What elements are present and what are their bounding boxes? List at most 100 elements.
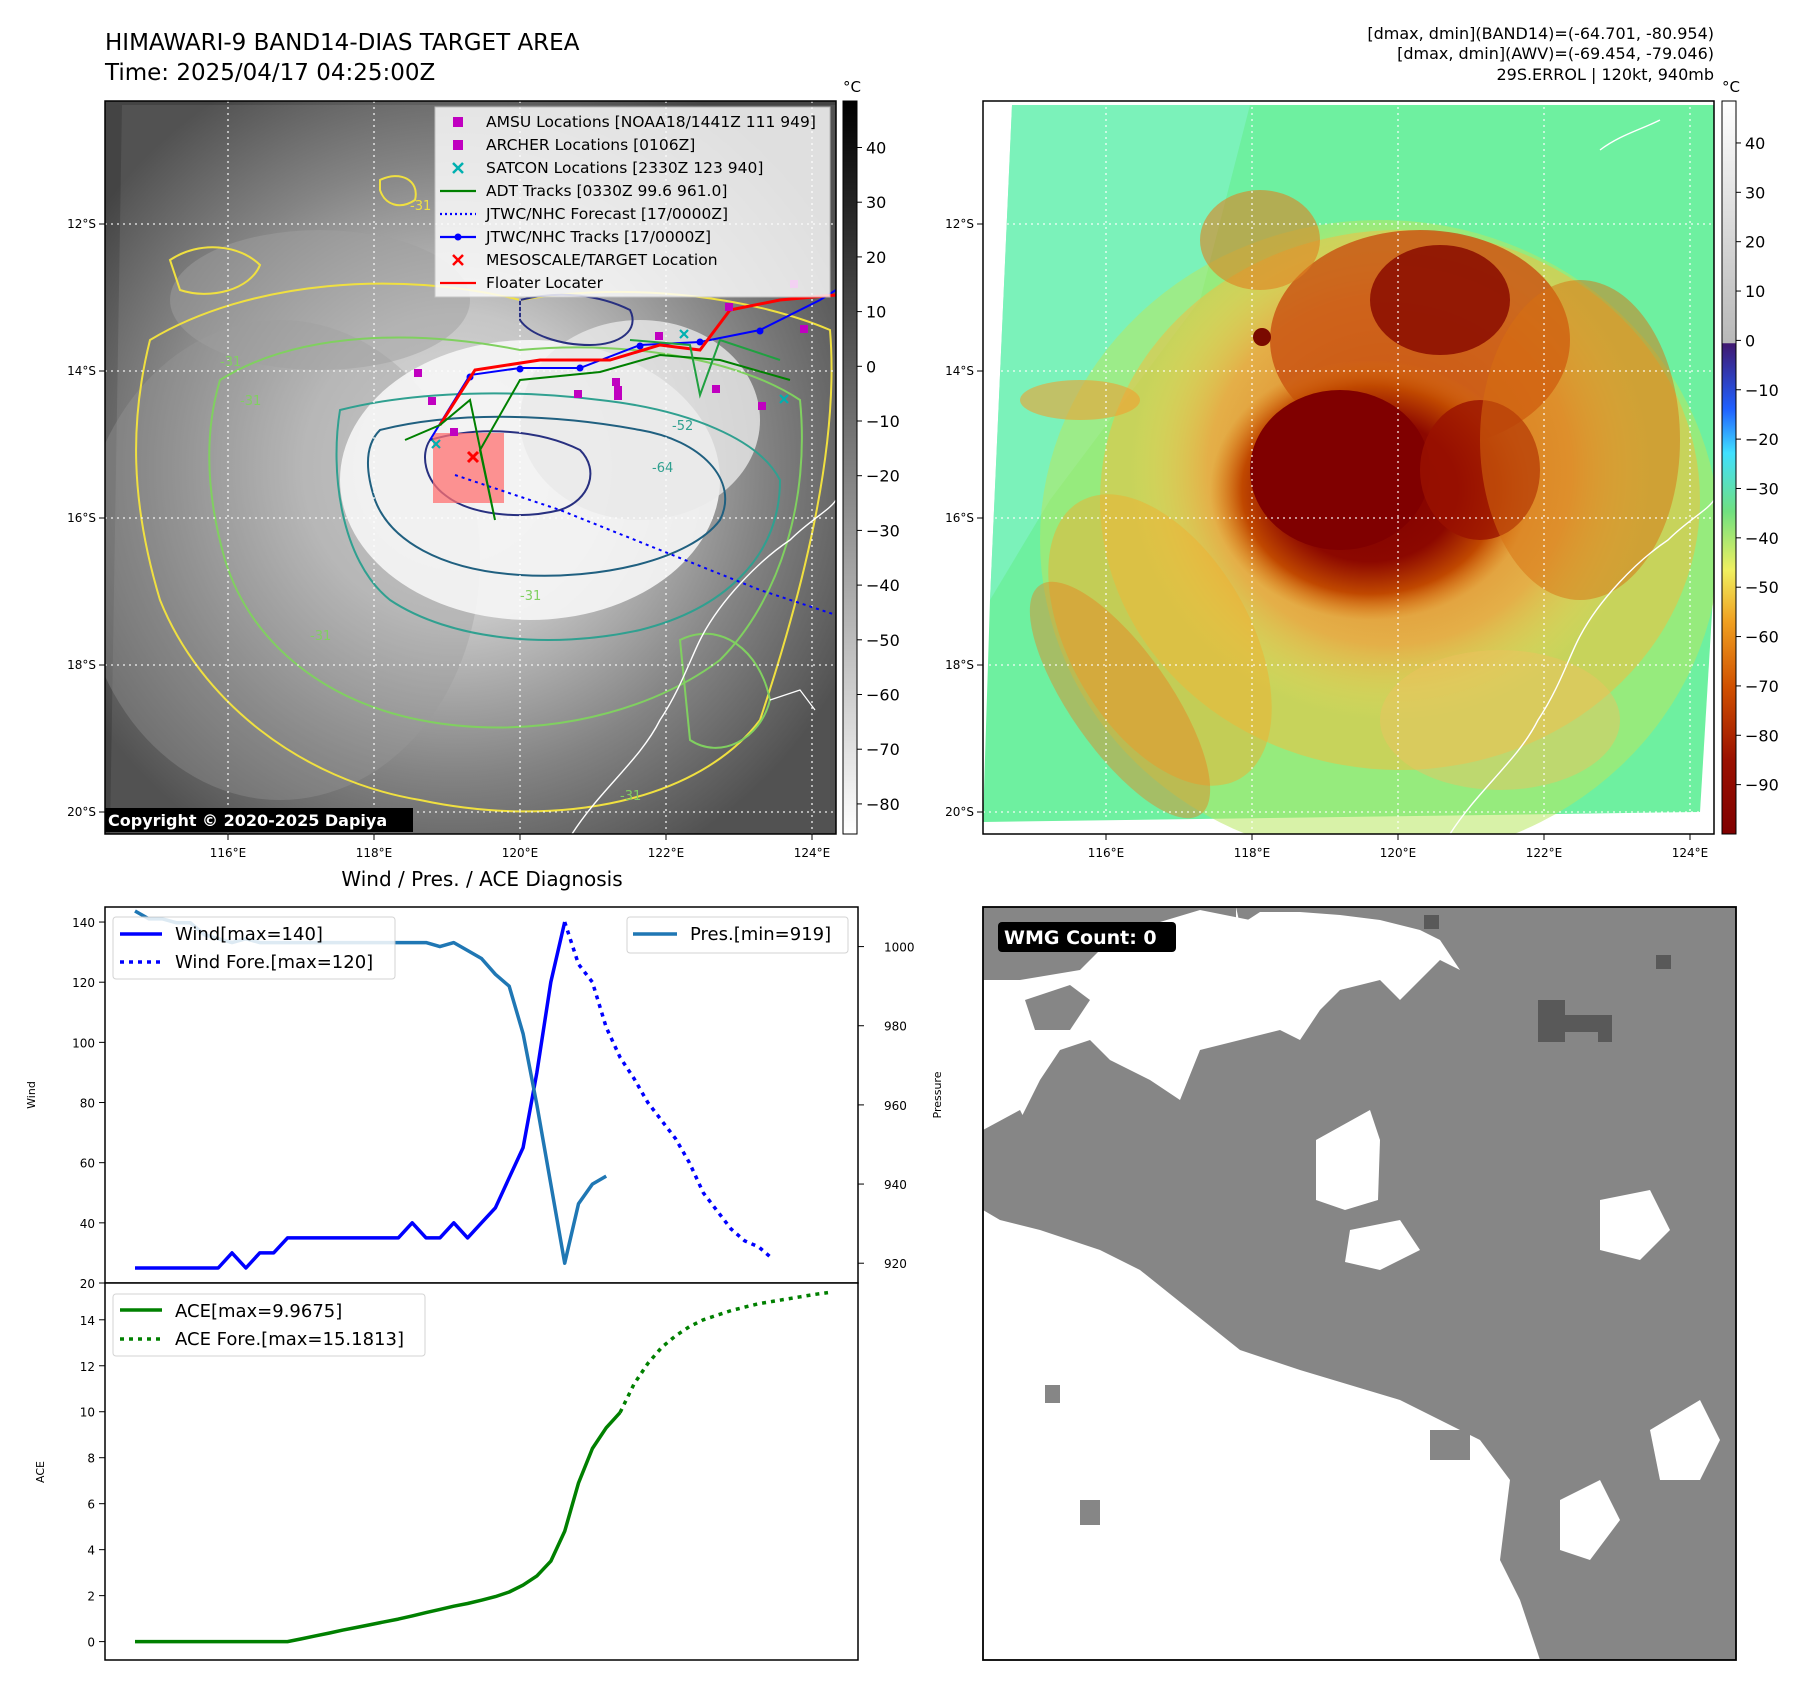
contour-label: -64 bbox=[652, 461, 673, 476]
legend-pressure: Pres.[min=919] bbox=[690, 924, 831, 945]
map-legend: AMSU Locations [NOAA18/1441Z 111 949] ARC… bbox=[434, 106, 831, 298]
wind-tick-label: 20 bbox=[80, 1277, 95, 1291]
legend-label: SATCON Locations [2330Z 123 940] bbox=[486, 159, 763, 177]
wind-tick-label: 100 bbox=[72, 1036, 95, 1050]
legend-wind: Wind[max=140] bbox=[175, 924, 323, 945]
colorbar-tick-label: −10 bbox=[866, 412, 900, 431]
ace-tick-label: 6 bbox=[87, 1498, 95, 1512]
colorbar-tick-label: −80 bbox=[866, 795, 900, 814]
ace-y-axis-label: ACE bbox=[34, 1461, 47, 1483]
figure-time: Time: 2025/04/17 04:25:00Z bbox=[104, 60, 435, 86]
pressure-legend: Pres.[min=919] bbox=[626, 916, 849, 954]
lon-tick-label: 124°E bbox=[1672, 846, 1709, 860]
colorbar-tick-label: 0 bbox=[1745, 331, 1755, 350]
colorbar-tick-label: −40 bbox=[866, 576, 900, 595]
colorbar-tick-label: −20 bbox=[1745, 430, 1779, 449]
lon-tick-label: 124°E bbox=[794, 846, 831, 860]
colorbar-tick-label: −50 bbox=[866, 631, 900, 650]
colorbar-unit: °C bbox=[1722, 78, 1740, 96]
colorbar-tick-label: −40 bbox=[1745, 529, 1779, 548]
target-marker bbox=[466, 450, 480, 464]
legend-marker bbox=[453, 140, 463, 150]
lon-tick-label: 120°E bbox=[502, 846, 539, 860]
adt-track bbox=[404, 353, 791, 521]
colorbar-tick-label: −50 bbox=[1745, 578, 1779, 597]
legend-ace: ACE[max=9.9675] bbox=[175, 1301, 342, 1322]
ace-tick-label: 12 bbox=[80, 1360, 95, 1374]
forecast-track bbox=[454, 474, 836, 616]
colorbar-unit: °C bbox=[843, 78, 861, 96]
floater-track bbox=[438, 293, 836, 426]
contour-label: -52 bbox=[672, 419, 693, 434]
pressure-tick-label: 940 bbox=[884, 1178, 907, 1192]
wind-legend: Wind[max=140] Wind Fore.[max=120] bbox=[112, 916, 396, 980]
lon-tick-label: 118°E bbox=[1234, 846, 1271, 860]
lat-tick-label: 14°S bbox=[67, 364, 96, 378]
lat-tick-label: 18°S bbox=[945, 658, 974, 672]
info-band14: [dmax, dmin](BAND14)=(-64.701, -80.954) bbox=[1367, 24, 1714, 43]
colorbar-tick-label: 20 bbox=[866, 248, 886, 267]
ace-legend: ACE[max=9.9675] ACE Fore.[max=15.1813] bbox=[112, 1293, 426, 1357]
wmg-count: WMG Count: 0 bbox=[1004, 927, 1157, 949]
lat-tick-label: 18°S bbox=[67, 658, 96, 672]
lon-tick-label: 116°E bbox=[210, 846, 247, 860]
legend-label: JTWC/NHC Forecast [17/0000Z] bbox=[485, 205, 728, 223]
figure-title: HIMAWARI-9 BAND14-DIAS TARGET AREA bbox=[105, 30, 580, 56]
lat-tick-label: 16°S bbox=[945, 511, 974, 525]
ace-tick-label: 8 bbox=[87, 1452, 95, 1466]
ace-tick-label: 14 bbox=[80, 1314, 95, 1328]
legend-label: ARCHER Locations [0106Z] bbox=[486, 136, 695, 154]
colorbar-tick-label: 10 bbox=[866, 303, 886, 322]
colorbar-tick-label: −10 bbox=[1745, 381, 1779, 400]
pressure-tick-label: 960 bbox=[884, 1099, 907, 1113]
lat-tick-label: 20°S bbox=[67, 805, 96, 819]
lat-tick-label: 20°S bbox=[945, 805, 974, 819]
colorbar-tick-label: 40 bbox=[1745, 134, 1765, 153]
ace-tick-label: 2 bbox=[87, 1590, 95, 1604]
ace-chart: ACE 0 2 4 6 8 10 12 14 ACE[max=9.9675] ACE Fore… bbox=[34, 1282, 859, 1661]
lat-tick-label: 16°S bbox=[67, 511, 96, 525]
colorbar-tick-label: −70 bbox=[866, 740, 900, 759]
legend-label: Floater Locater bbox=[486, 274, 604, 292]
lon-tick-label: 116°E bbox=[1088, 846, 1125, 860]
legend-ace-forecast: ACE Fore.[max=15.1813] bbox=[175, 1329, 404, 1350]
contour-label: -31 bbox=[240, 394, 261, 409]
copyright: Copyright © 2020-2025 Dapiya bbox=[108, 811, 387, 830]
wind-line bbox=[135, 921, 567, 1270]
colorbar-tick-label: 30 bbox=[1745, 183, 1765, 202]
legend-marker bbox=[453, 117, 463, 127]
legend-label: JTWC/NHC Tracks [17/0000Z] bbox=[485, 228, 711, 246]
colorbar-tick-label: −90 bbox=[1745, 776, 1779, 795]
lat-tick-label: 12°S bbox=[67, 217, 96, 231]
y2-axis-label: Pressure bbox=[931, 1071, 944, 1118]
contour-label: -31 bbox=[620, 789, 641, 804]
wind-tick-label: 80 bbox=[80, 1097, 95, 1111]
lon-tick-label: 120°E bbox=[1380, 846, 1417, 860]
legend-marker bbox=[452, 162, 464, 174]
ace-tick-label: 10 bbox=[80, 1406, 95, 1420]
legend-marker bbox=[452, 254, 464, 266]
colorbar-tick-label: 40 bbox=[866, 138, 886, 157]
wind-tick-label: 40 bbox=[80, 1217, 95, 1231]
colorbar-tick-label: −70 bbox=[1745, 677, 1779, 696]
colorbar-gray: °C 40 30 20 10 0 −10 −20 −30 −40 −50 −60 −70 −80 bbox=[842, 78, 900, 835]
pressure-tick-label: 980 bbox=[884, 1020, 907, 1034]
chart-title: Wind / Pres. / ACE Diagnosis bbox=[341, 867, 622, 891]
wind-tick-label: 120 bbox=[72, 976, 95, 990]
wind-tick-label: 140 bbox=[72, 916, 95, 930]
colorbar-tick-label: 0 bbox=[866, 357, 876, 376]
colorbar-tick-label: −60 bbox=[866, 686, 900, 705]
lon-tick-label: 118°E bbox=[356, 846, 393, 860]
info-storm: 29S.ERROL | 120kt, 940mb bbox=[1496, 65, 1714, 84]
contour-label: -31 bbox=[410, 199, 431, 214]
contour-label: -31 bbox=[520, 589, 541, 604]
colorbar-tick-label: 10 bbox=[1745, 282, 1765, 301]
legend-label: ADT Tracks [0330Z 99.6 961.0] bbox=[486, 182, 727, 200]
contour-label: -31 bbox=[310, 629, 331, 644]
lat-tick-label: 12°S bbox=[945, 217, 974, 231]
colorbar-tick-label: 30 bbox=[866, 193, 886, 212]
legend-wind-forecast: Wind Fore.[max=120] bbox=[175, 952, 373, 973]
ace-line bbox=[135, 1411, 622, 1644]
colorbar-tick-label: −30 bbox=[1745, 479, 1779, 498]
